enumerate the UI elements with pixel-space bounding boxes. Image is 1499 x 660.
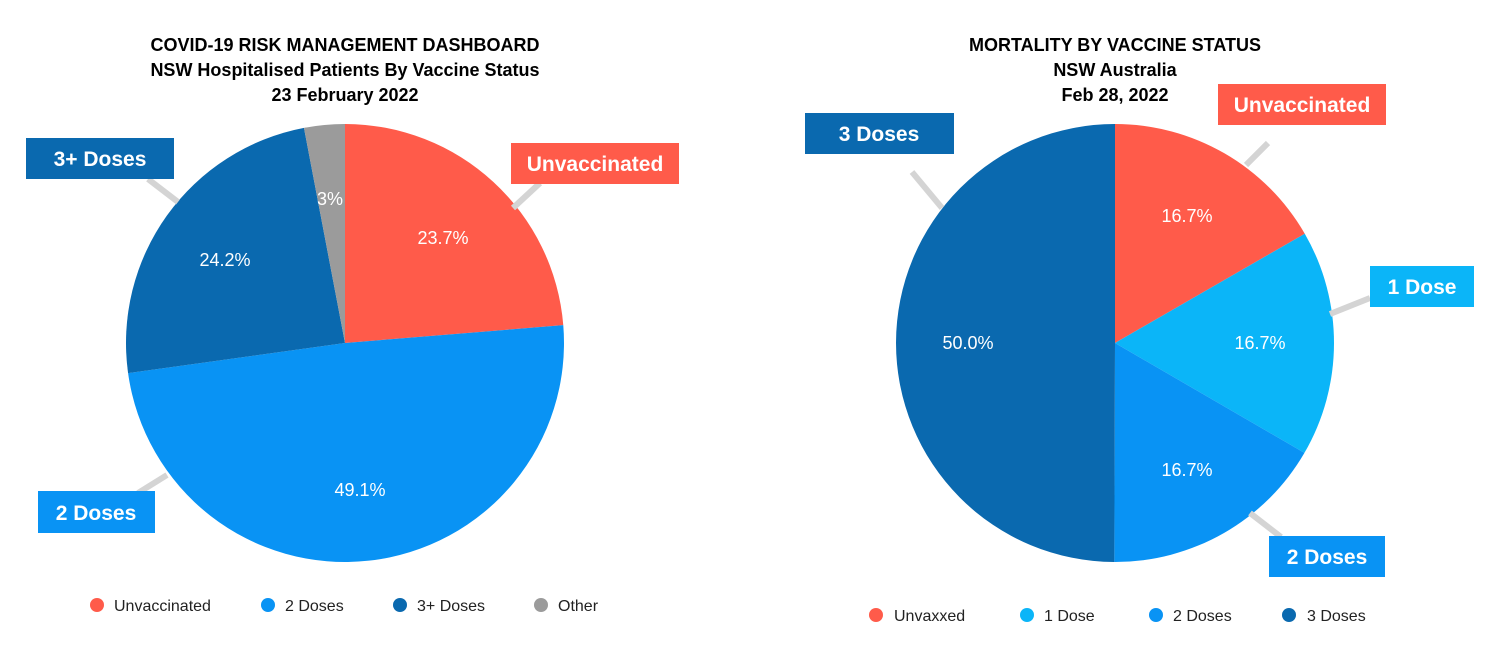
data-label-3-doses: 50.0% bbox=[942, 333, 993, 353]
callout-box-3-doses bbox=[805, 113, 954, 154]
data-label-1-dose: 16.7% bbox=[1234, 333, 1285, 353]
callout-2-doses: 2 Doses bbox=[1287, 546, 1368, 569]
legend-item-2-doses: 2 Doses bbox=[285, 598, 344, 615]
data-label-unvaccinated: 23.7% bbox=[417, 228, 468, 248]
legend-item-unvaccinated: Unvaccinated bbox=[114, 598, 211, 615]
callout-box-unvaccinated bbox=[1218, 84, 1386, 125]
callout-2-doses: 2 Doses bbox=[56, 502, 137, 525]
data-label-3plus-doses: 24.2% bbox=[199, 250, 250, 270]
chart-date: Feb 28, 2022 bbox=[1061, 85, 1168, 105]
chart-title: MORTALITY BY VACCINE STATUS bbox=[969, 35, 1261, 55]
legend-item-unvaxxed: Unvaxxed bbox=[894, 608, 965, 625]
leader-line-unvaccinated bbox=[510, 180, 543, 211]
chart-hospitalised: COVID-19 RISK MANAGEMENT DASHBOARD NSW H… bbox=[26, 35, 679, 615]
legend-swatch-2-doses bbox=[1149, 608, 1163, 622]
pie-hospitalised bbox=[126, 124, 564, 562]
chart-date: 23 February 2022 bbox=[271, 85, 418, 105]
callout-box-2-doses bbox=[1269, 536, 1385, 577]
data-label-2-doses: 49.1% bbox=[334, 480, 385, 500]
legend-swatch-3plus-doses bbox=[393, 598, 407, 612]
leader-line-1-dose bbox=[1328, 295, 1372, 317]
chart-subtitle: NSW Australia bbox=[1053, 60, 1177, 80]
pie-hospitalised-labels: 23.7% 49.1% 24.2% 3% bbox=[199, 189, 468, 500]
callout-3-doses: 3 Doses bbox=[839, 123, 920, 146]
callout-box-2-doses bbox=[38, 491, 155, 533]
callout-unvaccinated: Unvaccinated bbox=[1234, 94, 1371, 117]
pie-slice-3plus-doses bbox=[126, 127, 345, 374]
callout-3plus-doses: 3+ Doses bbox=[54, 148, 147, 171]
pie-mortality bbox=[896, 124, 1334, 562]
legend-swatch-unvaxxed bbox=[869, 608, 883, 622]
legend-item-other: Other bbox=[558, 598, 599, 615]
pie-slice-unvaxxed bbox=[1115, 124, 1305, 343]
legend-item-1-dose: 1 Dose bbox=[1044, 608, 1095, 625]
data-label-2-doses: 16.7% bbox=[1161, 460, 1212, 480]
legend-swatch-other bbox=[534, 598, 548, 612]
leader-line-3plus-doses bbox=[146, 176, 180, 205]
chart-title: COVID-19 RISK MANAGEMENT DASHBOARD bbox=[150, 35, 539, 55]
legend-mortality: Unvaxxed 1 Dose 2 Doses 3 Doses bbox=[869, 608, 1366, 625]
legend-item-2-doses: 2 Doses bbox=[1173, 608, 1232, 625]
legend-swatch-3-doses bbox=[1282, 608, 1296, 622]
callout-box-3plus-doses bbox=[26, 138, 174, 179]
legend-swatch-unvaccinated bbox=[90, 598, 104, 612]
leader-line-2-doses bbox=[136, 472, 169, 496]
callout-1-dose: 1 Dose bbox=[1388, 276, 1457, 299]
callout-box-1-dose bbox=[1370, 266, 1474, 307]
pie-slice-1-dose bbox=[1115, 233, 1334, 453]
leader-line-3-doses bbox=[909, 170, 945, 210]
legend-item-3-doses: 3 Doses bbox=[1307, 608, 1366, 625]
leader-line-unvaccinated bbox=[1243, 140, 1271, 168]
pie-slice-unvaccinated bbox=[345, 124, 564, 343]
data-label-unvaxxed: 16.7% bbox=[1161, 206, 1212, 226]
legend-item-3plus-doses: 3+ Doses bbox=[417, 598, 485, 615]
chart-subtitle: NSW Hospitalised Patients By Vaccine Sta… bbox=[150, 60, 539, 80]
callout-unvaccinated: Unvaccinated bbox=[527, 153, 664, 176]
legend-swatch-2-doses bbox=[261, 598, 275, 612]
legend-hospitalised: Unvaccinated 2 Doses 3+ Doses Other bbox=[90, 598, 599, 615]
data-label-other: 3% bbox=[317, 189, 343, 209]
pie-slice-3-doses bbox=[896, 124, 1115, 562]
callout-box-unvaccinated bbox=[511, 143, 679, 184]
pie-slice-2-doses bbox=[1114, 343, 1305, 562]
legend-swatch-1-dose bbox=[1020, 608, 1034, 622]
pie-mortality-labels: 16.7% 16.7% 16.7% 50.0% bbox=[942, 206, 1285, 480]
chart-mortality: MORTALITY BY VACCINE STATUS NSW Australi… bbox=[805, 35, 1474, 625]
pie-slice-2-doses bbox=[128, 325, 564, 562]
pie-slice-other bbox=[303, 124, 345, 343]
leader-line-2-doses bbox=[1248, 510, 1283, 540]
